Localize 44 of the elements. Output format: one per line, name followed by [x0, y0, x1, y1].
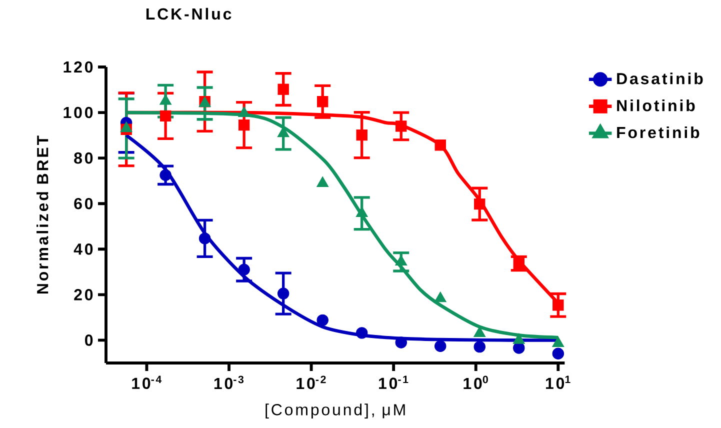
- point: [474, 198, 486, 210]
- legend-label: Dasatinib: [617, 72, 703, 84]
- y-tick-label: 100: [64, 106, 93, 118]
- y-tick-label: 80: [74, 152, 93, 164]
- point: [474, 340, 486, 353]
- point: [278, 84, 289, 95]
- point: [513, 258, 524, 270]
- point: [356, 327, 368, 339]
- point: [513, 342, 525, 354]
- point: [316, 314, 328, 326]
- point: [552, 348, 564, 360]
- point: [434, 139, 446, 151]
- y-axis-title: Normalized BRET: [36, 136, 48, 294]
- point: [434, 292, 446, 302]
- point: [120, 122, 132, 132]
- legend-label: Foretinib: [617, 126, 700, 138]
- x-tick-label: 10$^{-4}$: [132, 376, 162, 389]
- x-tick-label: 10$^{-1}$: [379, 376, 408, 389]
- point: [396, 120, 407, 132]
- x-tick-label: 10$^{0}$: [464, 376, 488, 390]
- point: [160, 94, 172, 105]
- y-tick-label: 40: [74, 243, 93, 255]
- point: [198, 232, 211, 244]
- point: [160, 110, 172, 122]
- x-tick-label: 10$^{1}$: [546, 376, 570, 389]
- point: [316, 176, 329, 187]
- point: [277, 288, 290, 300]
- legend-label: Nilotinib: [617, 100, 695, 112]
- point: [552, 300, 564, 311]
- y-tick-label: 60: [74, 198, 93, 210]
- x-tick-label: 10$^{-2}$: [296, 376, 326, 390]
- y-tick-label: 0: [85, 334, 93, 346]
- x-tick-label: 10$^{-3}$: [214, 376, 244, 390]
- point: [238, 264, 250, 276]
- x-axis-title: [Compound], μM: [266, 404, 405, 419]
- point: [434, 340, 446, 352]
- y-tick-label: 120: [64, 61, 93, 73]
- y-tick-label: 20: [74, 289, 93, 300]
- point: [316, 96, 328, 108]
- point: [238, 119, 250, 131]
- point: [356, 129, 368, 141]
- point: [395, 336, 407, 348]
- point: [160, 169, 172, 182]
- chart-title: LCK-Nluc: [146, 8, 232, 20]
